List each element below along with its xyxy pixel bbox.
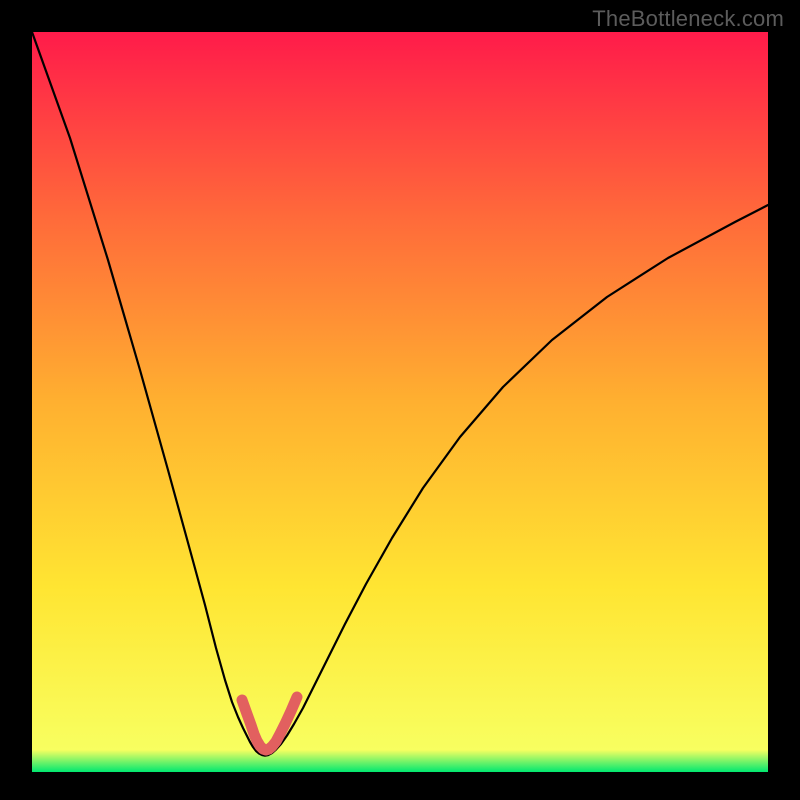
attribution-text: TheBottleneck.com bbox=[592, 6, 784, 32]
bottleneck-curve bbox=[32, 32, 768, 756]
chart-plot-area bbox=[32, 32, 768, 772]
chart-svg bbox=[32, 32, 768, 772]
